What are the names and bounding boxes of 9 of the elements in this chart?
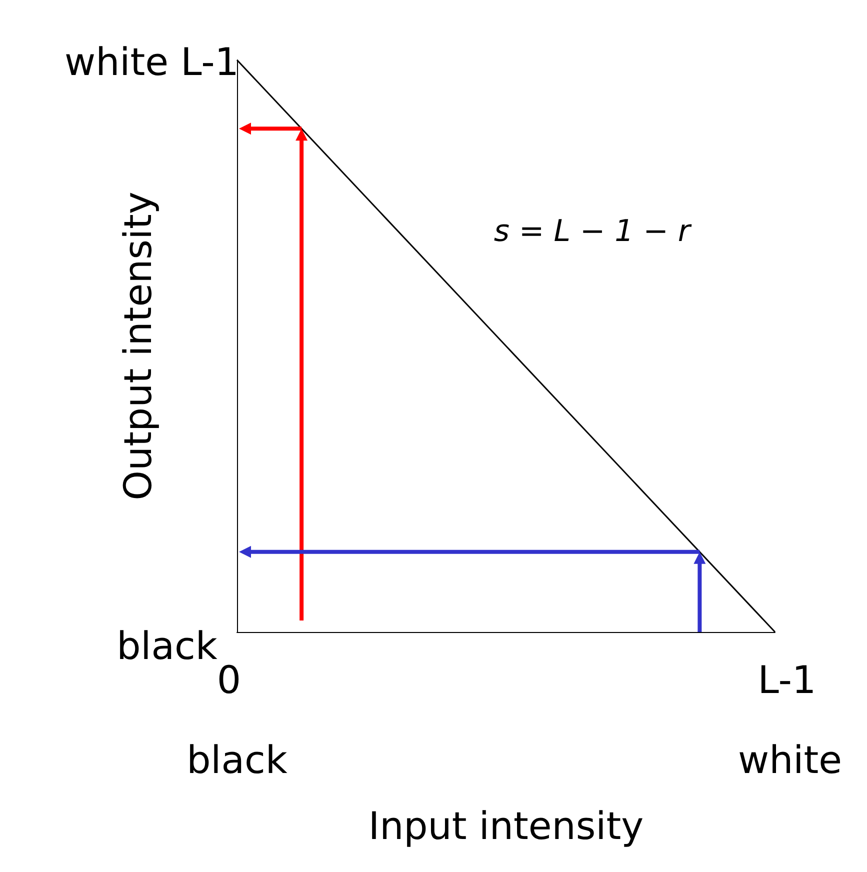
text: L-1	[758, 658, 816, 702]
y-axis-title: Output intensity	[116, 192, 160, 500]
x-axis-title: Input intensity	[368, 804, 644, 848]
annotation: white L-1	[64, 40, 239, 84]
text: white	[738, 738, 842, 782]
annotation: black	[116, 624, 218, 668]
annotation: s = L − 1 − r	[494, 214, 692, 250]
text: black	[186, 738, 288, 782]
text: 0	[216, 658, 242, 702]
